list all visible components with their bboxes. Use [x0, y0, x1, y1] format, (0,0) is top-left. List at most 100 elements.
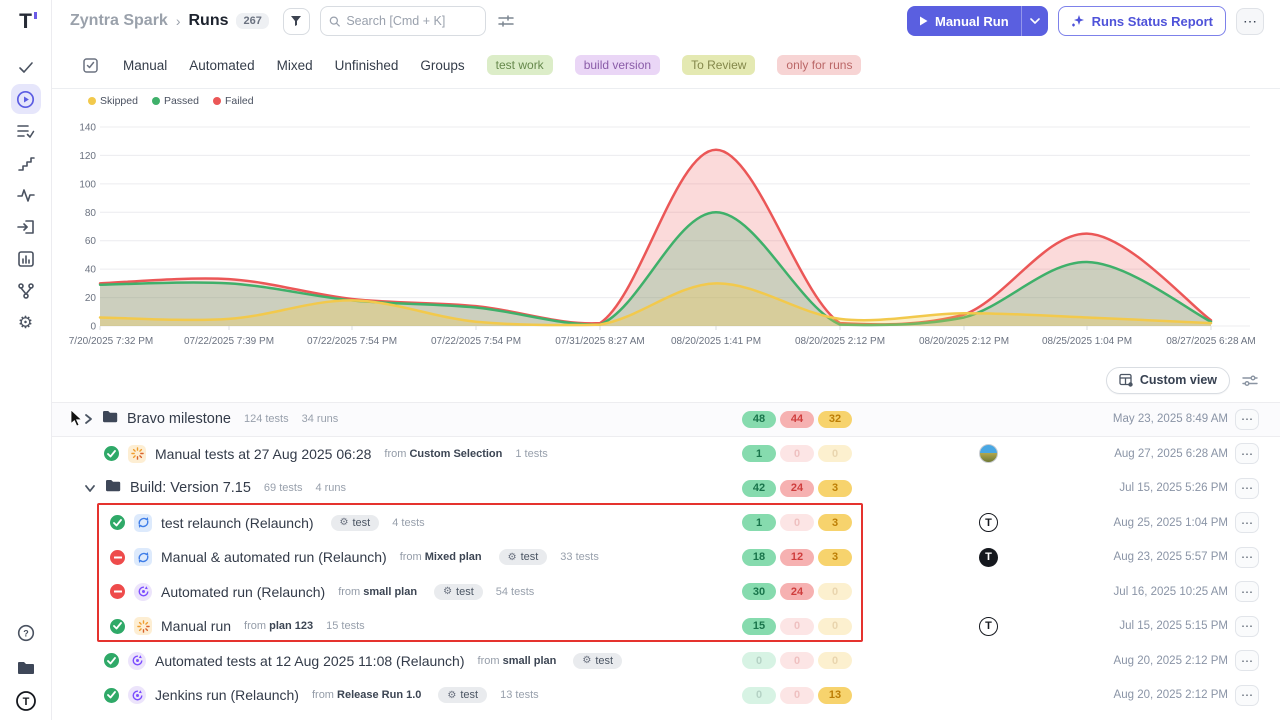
row-title[interactable]: Automated tests at 12 Aug 2025 11:08 (Re…	[155, 652, 465, 669]
row-title[interactable]: Manual run	[161, 618, 232, 635]
assignee-avatar: T	[979, 616, 998, 636]
legend-skipped[interactable]: Skipped	[88, 95, 138, 107]
tag-test-work[interactable]: test work	[486, 55, 553, 75]
view-settings-icon[interactable]	[1242, 374, 1258, 387]
row-title[interactable]: Manual & automated run (Relaunch)	[161, 549, 387, 566]
row-more-button[interactable]: ⋯	[1235, 477, 1259, 499]
table-row[interactable]: test relaunch (Relaunch) ⚙ test 4 tests 1 0 3 T…	[52, 506, 1280, 541]
row-plan-name[interactable]: Release Run 1.0	[337, 689, 422, 702]
row-more-button[interactable]: ⋯	[1235, 581, 1259, 603]
badge-skipped: 13	[818, 686, 852, 704]
tag-build-version[interactable]: build version	[574, 55, 661, 75]
legend-failed[interactable]: Failed	[212, 95, 254, 107]
sidebar-item-plans[interactable]	[11, 116, 41, 146]
custom-view-button[interactable]: Custom view	[1105, 366, 1230, 394]
manual-run-button[interactable]: Manual Run	[906, 6, 1048, 36]
row-tag-chip[interactable]: ⚙ test	[573, 652, 623, 669]
row-title[interactable]: test relaunch (Relaunch)	[161, 514, 314, 531]
search-box[interactable]	[319, 6, 486, 36]
row-expander[interactable]	[84, 484, 96, 493]
row-tests-count: 13 tests	[500, 689, 539, 702]
assignee-avatar: T	[979, 513, 998, 533]
sidebar-item-projects[interactable]	[11, 652, 41, 682]
search-input[interactable]	[346, 14, 477, 28]
row-tag-chip[interactable]: ⚙ test	[434, 583, 483, 600]
legend-passed[interactable]: Passed	[151, 95, 199, 107]
row-title[interactable]: Manual tests at 27 Aug 2025 06:28	[155, 445, 372, 462]
row-more-button[interactable]: ⋯	[1235, 546, 1259, 568]
tab-unfinished[interactable]: Unfinished	[334, 57, 399, 73]
select-runs-icon[interactable]	[82, 57, 99, 74]
row-plan-name[interactable]: small plan	[363, 585, 418, 598]
result-badges: 48 44 32	[742, 410, 852, 428]
table-row[interactable]: Build: Version 7.15 69 tests 4 runs 42 24 3 Ju…	[52, 471, 1280, 506]
check-icon	[18, 62, 33, 73]
manual-run-dropdown[interactable]	[1022, 6, 1048, 36]
table-row[interactable]: Manual tests at 27 Aug 2025 06:28 from Cu…	[52, 437, 1280, 472]
sidebar-item-branches[interactable]	[11, 276, 41, 306]
badge-skipped: 3	[818, 479, 852, 497]
table-row[interactable]: Automated tests at 12 Aug 2025 11:08 (Re…	[52, 644, 1280, 679]
row-date: Jul 15, 2025 5:15 PM	[1119, 620, 1228, 633]
row-plan-name[interactable]: Custom Selection	[409, 447, 503, 460]
run-type-automated-icon	[128, 651, 146, 670]
sidebar-item-settings[interactable]: ⚙	[11, 308, 41, 338]
account-avatar[interactable]: T	[11, 686, 41, 716]
row-expander[interactable]	[84, 413, 93, 425]
tab-automated[interactable]: Automated	[189, 57, 255, 73]
row-tag-chip[interactable]: ⚙ test	[498, 549, 548, 566]
app-logo[interactable]: T	[19, 10, 37, 34]
sidebar-item-activity[interactable]	[11, 180, 41, 210]
filters-bar: Manual Automated Mixed Unfinished Groups…	[52, 42, 1280, 89]
filter-button[interactable]	[282, 7, 310, 35]
sidebar-item-tests[interactable]	[11, 52, 41, 82]
breadcrumb-project[interactable]: Zyntra Spark	[70, 12, 168, 29]
row-tag-chip[interactable]: ⚙ test	[438, 687, 488, 704]
row-more-button[interactable]: ⋯	[1235, 512, 1259, 534]
table-row[interactable]: Jenkins run (Relaunch) from Release Run 1…	[52, 678, 1280, 713]
sidebar-item-steps[interactable]	[11, 148, 41, 178]
header-more-button[interactable]: ⋯	[1236, 7, 1264, 35]
sidebar-item-import[interactable]	[11, 212, 41, 242]
row-title[interactable]: Automated run (Relaunch)	[161, 583, 326, 600]
row-plan-name[interactable]: small plan	[502, 654, 557, 667]
table-row[interactable]: Manual run from plan 123 15 tests 15 0 0 T Jul …	[52, 609, 1280, 644]
sidebar-item-help[interactable]: ?	[11, 618, 41, 648]
tag-to-review[interactable]: To Review	[682, 55, 756, 75]
row-more-button[interactable]: ⋯	[1235, 684, 1259, 706]
row-more-button[interactable]: ⋯	[1235, 443, 1259, 465]
badge-failed: 24	[780, 479, 814, 497]
row-more-button[interactable]: ⋯	[1235, 615, 1259, 637]
svg-text:T: T	[22, 696, 29, 708]
row-tag-chip[interactable]: ⚙ test	[330, 514, 380, 531]
line-passed	[98, 211, 1213, 327]
check-icon	[113, 622, 122, 630]
folder-icon	[106, 480, 121, 492]
row-plan-name[interactable]: Mixed plan	[424, 551, 482, 564]
row-plan-name[interactable]: plan 123	[269, 620, 314, 633]
tag-only-for-runs[interactable]: only for runs	[777, 55, 862, 75]
table-row[interactable]: Automated run (Relaunch) from small plan ⚙…	[52, 575, 1280, 610]
table-row[interactable]: Manual & automated run (Relaunch) from Mi…	[52, 540, 1280, 575]
sidebar-item-analytics[interactable]	[11, 244, 41, 274]
row-more-button[interactable]: ⋯	[1235, 408, 1259, 430]
chevron-down-icon	[1029, 18, 1040, 24]
sidebar-item-runs[interactable]	[10, 84, 41, 114]
table-row[interactable]: Bravo milestone 124 tests 34 runs 48 44 32 May…	[52, 402, 1280, 437]
runs-status-report-button[interactable]: Runs Status Report	[1057, 6, 1226, 36]
row-more-button[interactable]: ⋯	[1235, 650, 1259, 672]
row-title[interactable]: Build: Version 7.15	[130, 480, 251, 497]
badge-failed: 0	[780, 445, 814, 463]
assignee-avatar: T	[979, 547, 998, 567]
row-main: test relaunch (Relaunch) ⚙ test 4 tests	[52, 513, 425, 532]
tab-manual[interactable]: Manual	[123, 57, 168, 73]
tab-mixed[interactable]: Mixed	[276, 57, 313, 73]
row-title[interactable]: Bravo milestone	[127, 411, 231, 428]
y-axis-tick: 40	[85, 265, 97, 276]
result-badges: 18 12 3	[742, 548, 852, 566]
row-main: Manual run from plan 123 15 tests	[52, 617, 365, 636]
row-title[interactable]: Jenkins run (Relaunch)	[155, 687, 299, 704]
x-axis-tick: 08/20/2025 2:12 PM	[919, 336, 1009, 347]
tab-groups[interactable]: Groups	[420, 57, 465, 73]
search-settings-icon[interactable]	[498, 14, 514, 28]
